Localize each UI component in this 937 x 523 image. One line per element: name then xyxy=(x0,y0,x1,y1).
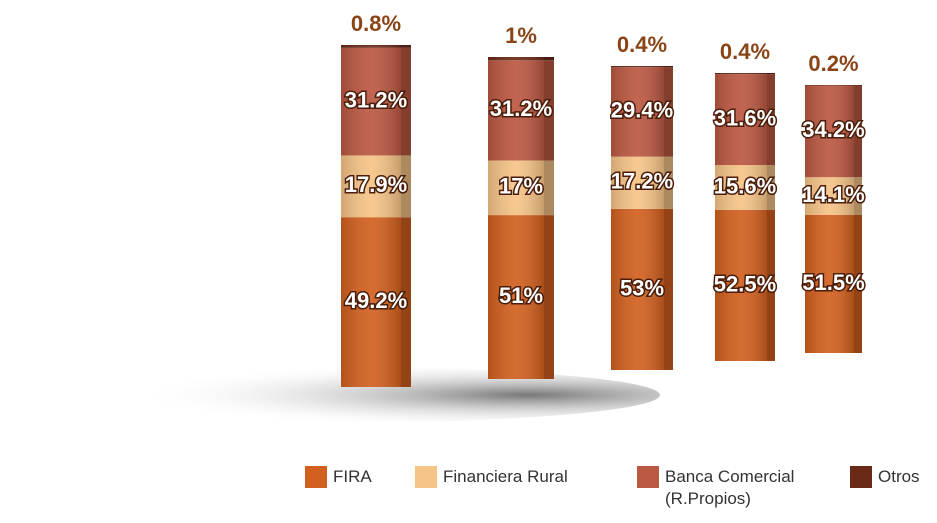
legend-item: Banca Comercial (R.Propios) xyxy=(637,466,837,510)
legend-item: FIRA xyxy=(305,466,405,488)
bar-side xyxy=(544,215,554,379)
bar-shade xyxy=(715,73,767,75)
shadow xyxy=(0,367,660,423)
bar-side xyxy=(767,74,775,166)
data-label: 15.6% xyxy=(714,173,776,198)
data-label: 0.2% xyxy=(808,51,858,76)
bar-side xyxy=(854,177,862,215)
bar-shade xyxy=(611,156,664,209)
legend: FIRA Financiera Rural Banca Comercial (R.P… xyxy=(305,466,935,522)
bar-side xyxy=(854,214,862,353)
bar-side xyxy=(544,160,554,216)
legend-label: Financiera Rural xyxy=(443,467,568,486)
legend-item: Financiera Rural xyxy=(415,466,625,488)
bar-shade xyxy=(341,155,401,218)
data-label: 31.6% xyxy=(714,105,776,130)
bar-shade xyxy=(341,45,401,48)
data-label: 0.8% xyxy=(351,11,401,36)
legend-swatch xyxy=(415,466,437,488)
bar-shade xyxy=(805,85,854,178)
bar-side xyxy=(767,73,775,75)
bar-shade xyxy=(488,60,544,161)
legend-swatch xyxy=(637,466,659,488)
bar-shade xyxy=(488,215,544,379)
legend-label: Otros xyxy=(878,467,920,486)
bar-shade xyxy=(715,165,767,210)
data-label: 17% xyxy=(499,174,543,199)
legend-item: Otros xyxy=(850,466,930,488)
bar-shade xyxy=(805,85,854,86)
bar-shade xyxy=(805,214,854,353)
data-label: 51% xyxy=(499,283,543,308)
data-label: 17.9% xyxy=(345,172,407,197)
bar-shade xyxy=(611,208,664,370)
bar-side xyxy=(767,209,775,361)
legend-swatch xyxy=(850,466,872,488)
data-label: 31.2% xyxy=(490,96,552,121)
bar-side xyxy=(854,85,862,86)
bar-side xyxy=(401,155,411,218)
bar-shade xyxy=(611,66,664,68)
bar-shade xyxy=(805,177,854,215)
legend-label: Banca Comercial (R.Propios) xyxy=(665,467,795,508)
data-label: 29.4% xyxy=(611,98,673,123)
data-label: 52.5% xyxy=(714,271,776,296)
data-label: 14.1% xyxy=(802,182,864,207)
data-label: 51.5% xyxy=(802,270,864,295)
bar-shade xyxy=(488,57,544,61)
bar-side xyxy=(854,85,862,178)
legend-label: FIRA xyxy=(333,467,372,486)
legend-swatch xyxy=(305,466,327,488)
bar-side xyxy=(664,156,673,209)
data-label: 49.2% xyxy=(345,288,407,313)
data-label: 1% xyxy=(505,23,537,48)
bar-side xyxy=(544,60,554,161)
bar-shade xyxy=(715,74,767,166)
plot: 49.2% 17.9% 31.2% 0.8% 51% 17% 31.2% 1% 53% 17.2%… xyxy=(0,11,866,423)
data-label: 0.4% xyxy=(617,32,667,57)
data-label: 0.4% xyxy=(720,39,770,64)
bar-side xyxy=(767,165,775,210)
bar-shade xyxy=(341,217,401,387)
bar-side xyxy=(401,45,411,48)
bar-side xyxy=(401,47,411,156)
bar-side xyxy=(664,66,673,68)
bar-shade xyxy=(611,67,664,157)
bar-side xyxy=(664,208,673,370)
data-label: 34.2% xyxy=(802,117,864,142)
data-label: 53% xyxy=(620,275,664,300)
bar-side xyxy=(544,57,554,61)
bar-shade xyxy=(715,209,767,361)
bar-shade xyxy=(488,160,544,216)
data-label: 31.2% xyxy=(345,87,407,112)
data-label: 17.2% xyxy=(611,169,673,194)
bar-side xyxy=(401,217,411,387)
bar-shade xyxy=(341,47,401,156)
bar-side xyxy=(664,67,673,157)
